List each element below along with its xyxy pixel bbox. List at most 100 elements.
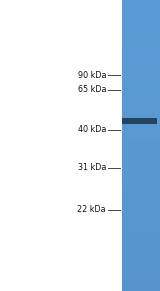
Bar (122, 235, 160, 239)
Bar (122, 127, 160, 131)
Bar (122, 285, 160, 288)
Bar (122, 229, 160, 233)
Bar (122, 186, 160, 189)
Bar (122, 212, 160, 215)
Bar (122, 61, 160, 64)
Bar (122, 63, 160, 67)
Bar (122, 118, 157, 124)
Bar (122, 270, 160, 274)
Bar (122, 84, 160, 87)
Bar (122, 43, 160, 47)
Bar (122, 145, 160, 148)
Bar (122, 125, 160, 128)
Bar (122, 116, 160, 119)
Bar (122, 23, 160, 26)
Bar (122, 261, 160, 265)
Bar (122, 189, 160, 192)
Bar (122, 151, 160, 154)
Bar (122, 46, 160, 49)
Bar (122, 87, 160, 90)
Bar (122, 34, 160, 38)
Bar (122, 66, 160, 70)
Bar (122, 90, 160, 93)
Bar (122, 101, 160, 105)
Bar (122, 183, 160, 186)
Bar (122, 52, 160, 55)
Bar (122, 122, 160, 125)
Bar (122, 69, 160, 73)
Bar (122, 203, 160, 207)
Bar (122, 110, 160, 113)
Bar (122, 226, 160, 230)
Bar (122, 253, 160, 256)
Bar (122, 276, 160, 279)
Bar (122, 5, 160, 9)
Bar (122, 2, 160, 6)
Bar (122, 247, 160, 250)
Bar (122, 0, 160, 3)
Bar (122, 157, 160, 160)
Bar (122, 29, 160, 32)
Text: 31 kDa: 31 kDa (78, 164, 106, 173)
Bar (122, 174, 160, 178)
Bar (122, 244, 160, 247)
Text: 90 kDa: 90 kDa (77, 70, 106, 79)
Bar (122, 267, 160, 271)
Bar (122, 206, 160, 210)
Bar (122, 168, 160, 172)
Bar (122, 49, 160, 52)
Bar (122, 154, 160, 157)
Bar (122, 238, 160, 242)
Bar (122, 223, 160, 227)
Bar (122, 241, 160, 244)
Bar (122, 107, 160, 111)
Bar (122, 31, 160, 35)
Bar (122, 209, 160, 212)
Bar (122, 26, 160, 29)
Bar (122, 17, 160, 20)
Bar (122, 14, 160, 17)
Bar (122, 133, 160, 137)
Bar (122, 72, 160, 76)
Text: 40 kDa: 40 kDa (78, 125, 106, 134)
Bar (122, 58, 160, 61)
Bar (122, 279, 160, 282)
Bar (122, 191, 160, 195)
Bar (122, 165, 160, 169)
Bar (122, 197, 160, 201)
Bar (122, 75, 160, 79)
Bar (122, 288, 160, 291)
Bar (122, 139, 160, 143)
Bar (122, 78, 160, 81)
Bar (122, 11, 160, 15)
Bar (122, 221, 160, 224)
Text: 65 kDa: 65 kDa (77, 86, 106, 95)
Bar (122, 104, 160, 108)
Bar (122, 113, 160, 116)
Bar (122, 159, 160, 163)
Bar (122, 218, 160, 221)
Bar (122, 232, 160, 236)
Bar (122, 258, 160, 262)
Bar (122, 171, 160, 175)
Bar (122, 180, 160, 183)
Bar (122, 282, 160, 285)
Bar (122, 81, 160, 84)
Bar (122, 148, 160, 151)
Bar (122, 95, 160, 99)
Bar (122, 194, 160, 198)
Bar (122, 250, 160, 253)
Bar (122, 55, 160, 58)
Bar (122, 177, 160, 180)
Bar (122, 136, 160, 140)
Bar (122, 255, 160, 259)
Bar (122, 273, 160, 276)
Bar (122, 142, 160, 146)
Bar (122, 93, 160, 96)
Bar (122, 20, 160, 23)
Bar (122, 200, 160, 204)
Bar (122, 37, 160, 41)
Bar (122, 162, 160, 166)
Bar (122, 215, 160, 218)
Bar (122, 8, 160, 12)
